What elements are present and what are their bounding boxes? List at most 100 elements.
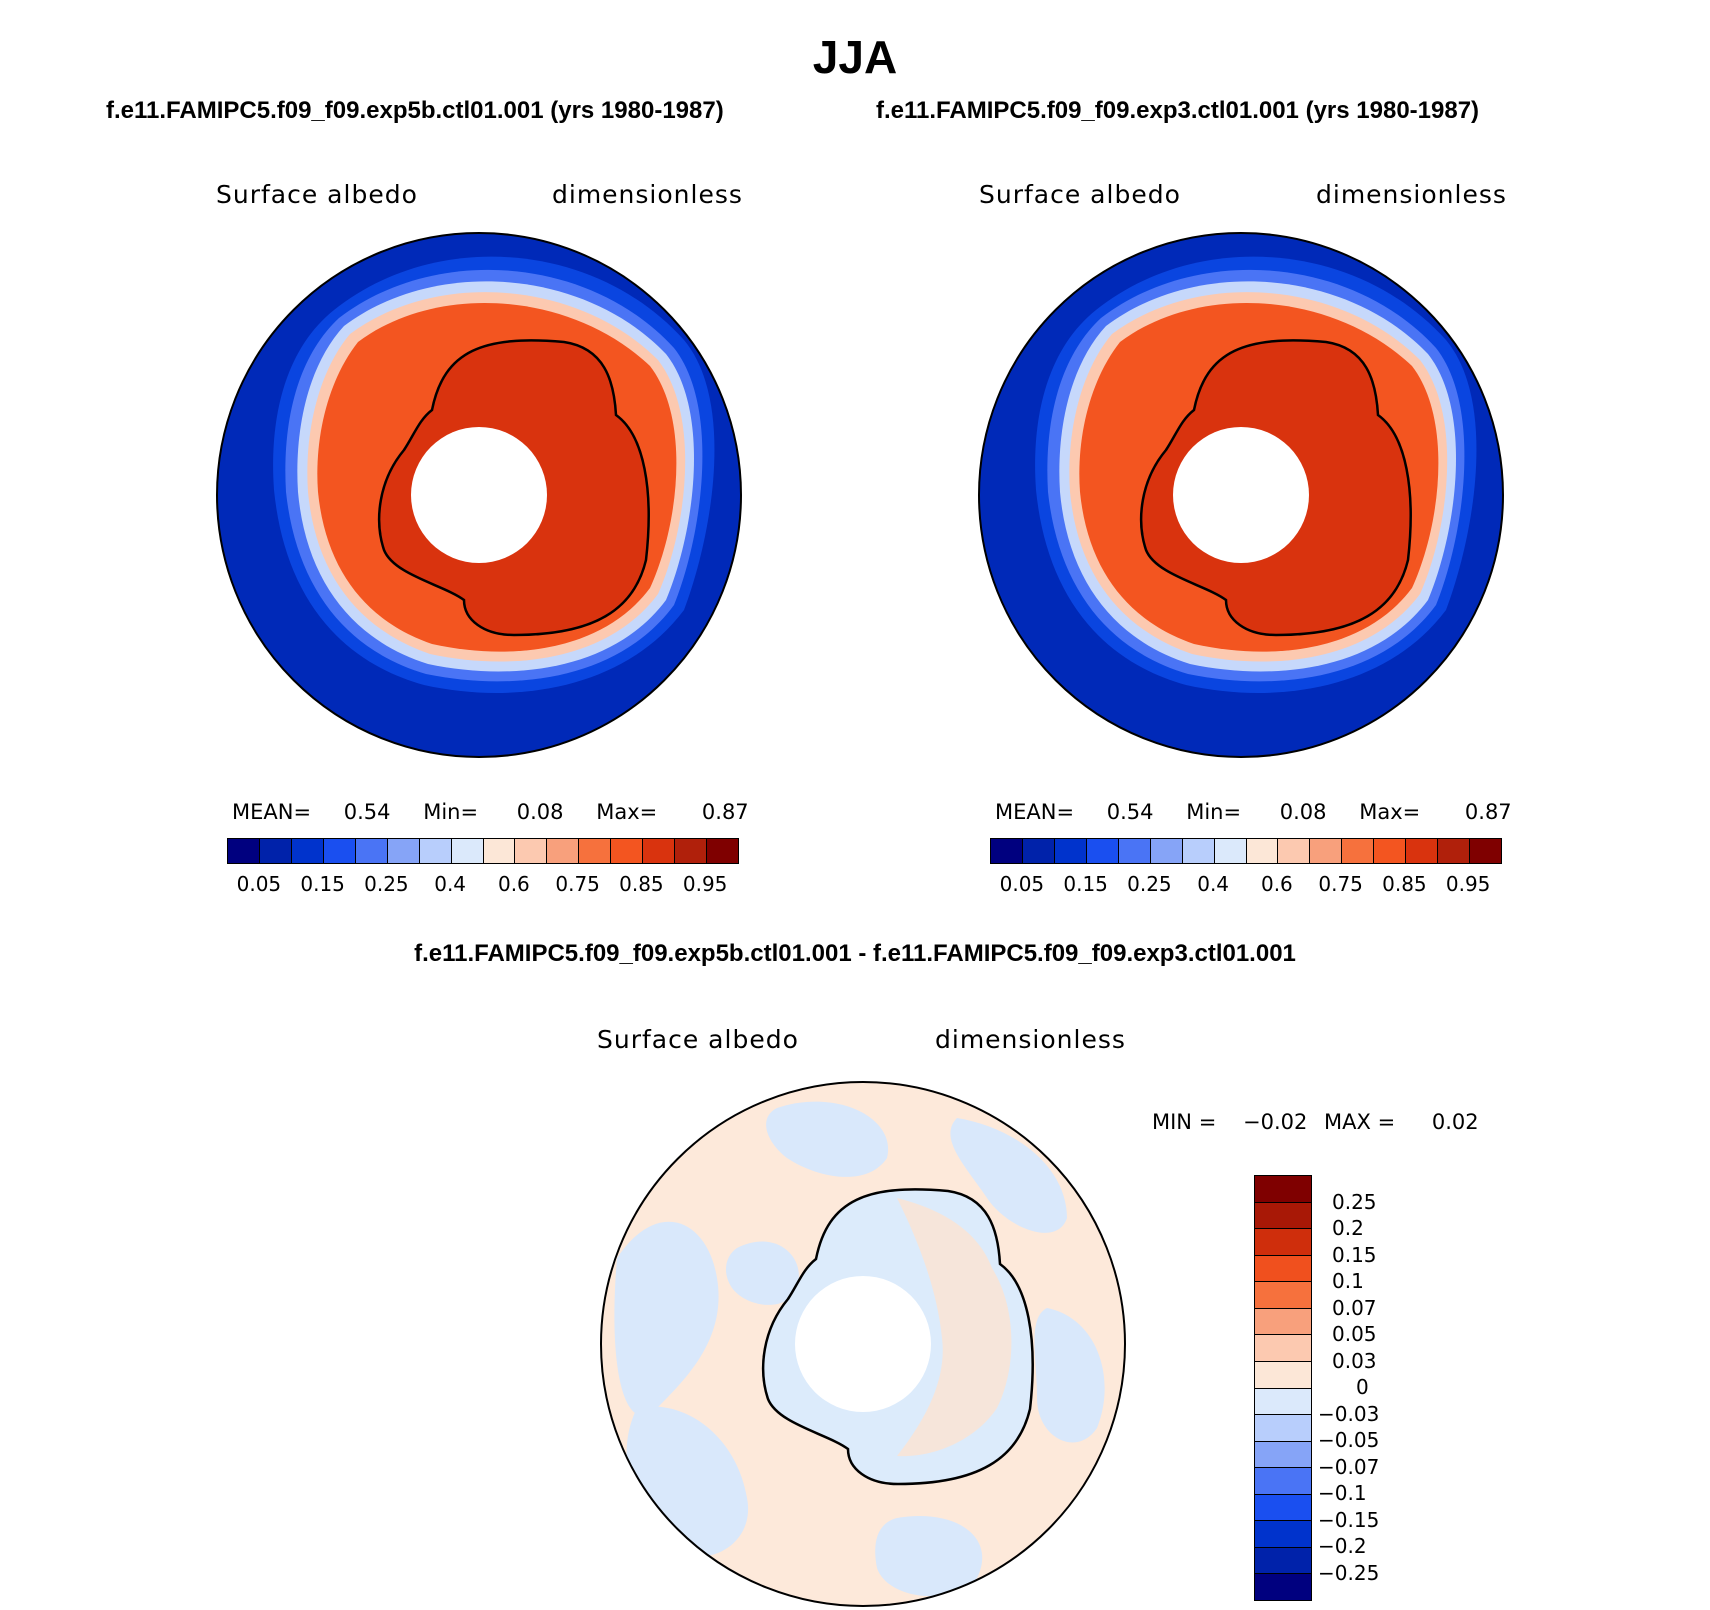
left-colorbar-swatch xyxy=(579,839,612,863)
diff-colorbar-tick-label: 0.03 xyxy=(1332,1348,1377,1373)
left-colorbar-swatch xyxy=(228,839,260,863)
left-colorbar-swatch xyxy=(259,839,292,863)
right-colorbar-swatch xyxy=(1406,839,1439,863)
left-colorbar-swatch xyxy=(291,839,324,863)
right-colorbar-ticks: 0.05 0.15 0.25 0.4 0.6 0.75 0.85 0.95 xyxy=(990,872,1500,898)
diff-colorbar-swatch xyxy=(1255,1335,1311,1362)
diff-colorbar-swatch xyxy=(1255,1415,1311,1442)
diff-colorbar-swatch xyxy=(1255,1388,1311,1416)
left-colorbar-swatch xyxy=(707,839,738,863)
diff-colorbar-swatch xyxy=(1255,1441,1311,1469)
right-colorbar-tick-label: 0.85 xyxy=(1382,872,1427,896)
right-colorbar-swatch xyxy=(1086,839,1119,863)
right-colorbar-swatch xyxy=(1022,839,1055,863)
left-polar-map xyxy=(216,232,742,758)
right-colorbar-tick-label: 0.95 xyxy=(1445,872,1491,896)
left-colorbar-tick-label: 0.15 xyxy=(300,872,345,896)
diff-colorbar-swatch xyxy=(1255,1574,1311,1600)
diff-stats: MIN = −0.02 MAX = 0.02 xyxy=(1152,1110,1479,1134)
diff-colorbar-tick-label: 0.2 xyxy=(1332,1216,1364,1240)
right-variable-label: Surface albedo xyxy=(979,180,1181,209)
left-colorbar-swatch xyxy=(675,839,708,863)
diff-colorbar-swatch xyxy=(1255,1282,1311,1309)
left-colorbar-swatch xyxy=(547,839,580,863)
right-units-label: dimensionless xyxy=(1316,180,1507,209)
left-units-label: dimensionless xyxy=(552,180,743,209)
right-colorbar-swatch xyxy=(991,839,1023,863)
diff-colorbar-ticks: 0.25 0.2 0.15 0.1 0.07 0.05 0.03 0 −0.03 −0.05 −0.… xyxy=(1318,1175,1438,1599)
right-colorbar-swatch xyxy=(1054,839,1087,863)
right-colorbar-tick-label: 0.4 xyxy=(1197,872,1230,896)
left-colorbar-swatch xyxy=(355,839,388,863)
left-colorbar-swatch xyxy=(515,839,548,863)
diff-colorbar-swatch xyxy=(1255,1494,1311,1522)
left-colorbar-tick-label: 0.05 xyxy=(236,872,282,896)
right-case-title: f.e11.FAMIPC5.f09_f09.exp3.ctl01.001 (yr… xyxy=(876,97,1480,124)
right-colorbar-tick-label: 0.15 xyxy=(1063,872,1108,896)
diff-colorbar-swatch xyxy=(1255,1229,1311,1256)
diff-colorbar-tick-label: 0.25 xyxy=(1332,1189,1377,1214)
diff-colorbar-tick-label: 0.15 xyxy=(1332,1242,1377,1267)
left-case-title: f.e11.FAMIPC5.f09_f09.exp5b.ctl01.001 (y… xyxy=(106,97,724,124)
right-colorbar-swatch xyxy=(1118,839,1151,863)
diff-colorbar-tick-label: 0.05 xyxy=(1332,1322,1377,1346)
diff-colorbar-swatch xyxy=(1255,1202,1311,1230)
left-colorbar-swatch xyxy=(387,839,420,863)
right-colorbar-tick-label: 0.75 xyxy=(1318,872,1363,896)
diff-colorbar-tick-label: −0.25 xyxy=(1318,1560,1380,1585)
left-colorbar-tick-label: 0.25 xyxy=(364,872,409,896)
right-colorbar-tick-label: 0.25 xyxy=(1127,872,1172,896)
figure-title: JJA xyxy=(812,31,898,83)
left-stats: MEAN= 0.54 Min= 0.08 Max= 0.87 xyxy=(232,800,749,824)
left-colorbar-tick-label: 0.4 xyxy=(434,872,467,896)
left-colorbar-tick-label: 0.85 xyxy=(619,872,664,896)
right-colorbar-swatch xyxy=(1246,839,1279,863)
right-colorbar-swatch xyxy=(1342,839,1375,863)
left-variable-label: Surface albedo xyxy=(216,180,418,209)
diff-colorbar-swatch xyxy=(1255,1521,1311,1548)
left-colorbar-tick-label: 0.95 xyxy=(682,872,728,896)
diff-colorbar-swatch xyxy=(1255,1255,1311,1283)
right-colorbar-swatch xyxy=(1214,839,1247,863)
left-colorbar-swatch xyxy=(643,839,676,863)
right-polar-map xyxy=(978,232,1504,758)
diff-polar-map xyxy=(600,1081,1126,1607)
diff-units-label: dimensionless xyxy=(935,1025,1126,1054)
right-colorbar-swatch xyxy=(1470,839,1501,863)
right-colorbar-swatch xyxy=(1374,839,1407,863)
difference-title: f.e11.FAMIPC5.f09_f09.exp5b.ctl01.001 - … xyxy=(414,940,1296,967)
left-colorbar-swatch xyxy=(451,839,484,863)
right-stats: MEAN= 0.54 Min= 0.08 Max= 0.87 xyxy=(995,800,1512,824)
left-colorbar-swatch xyxy=(483,839,516,863)
diff-colorbar-tick-label: −0.07 xyxy=(1318,1454,1380,1479)
diff-colorbar-tick-label: 0.1 xyxy=(1332,1269,1364,1293)
left-colorbar-swatch xyxy=(611,839,644,863)
right-colorbar-swatch xyxy=(1438,839,1471,863)
left-colorbar xyxy=(227,838,739,864)
left-colorbar-swatch xyxy=(419,839,452,863)
left-colorbar-tick-label: 0.6 xyxy=(497,872,530,896)
diff-colorbar-tick-label: 0 xyxy=(1356,1375,1369,1399)
right-colorbar-swatch xyxy=(1182,839,1215,863)
diff-colorbar-swatch xyxy=(1255,1308,1311,1336)
diff-colorbar-swatch xyxy=(1255,1547,1311,1575)
right-colorbar-swatch xyxy=(1278,839,1311,863)
diff-colorbar-tick-label: −0.05 xyxy=(1318,1428,1380,1452)
diff-colorbar-tick-label: 0.07 xyxy=(1332,1295,1377,1320)
diff-colorbar-tick-label: −0.1 xyxy=(1318,1481,1367,1505)
diff-colorbar xyxy=(1254,1175,1312,1601)
left-colorbar-ticks: 0.05 0.15 0.25 0.4 0.6 0.75 0.85 0.95 xyxy=(227,872,737,898)
diff-colorbar-tick-label: −0.03 xyxy=(1318,1401,1380,1426)
right-colorbar xyxy=(990,838,1502,864)
diff-colorbar-tick-label: −0.2 xyxy=(1318,1534,1367,1558)
left-pole-mask xyxy=(411,427,547,563)
right-colorbar-swatch xyxy=(1150,839,1183,863)
diff-colorbar-swatch xyxy=(1255,1176,1311,1203)
diff-pole-mask xyxy=(795,1276,931,1412)
diff-colorbar-tick-label: −0.15 xyxy=(1318,1507,1380,1532)
right-colorbar-swatch xyxy=(1310,839,1343,863)
right-colorbar-tick-label: 0.05 xyxy=(999,872,1045,896)
right-colorbar-tick-label: 0.6 xyxy=(1260,872,1293,896)
diff-colorbar-swatch xyxy=(1255,1468,1311,1495)
left-colorbar-tick-label: 0.75 xyxy=(555,872,600,896)
